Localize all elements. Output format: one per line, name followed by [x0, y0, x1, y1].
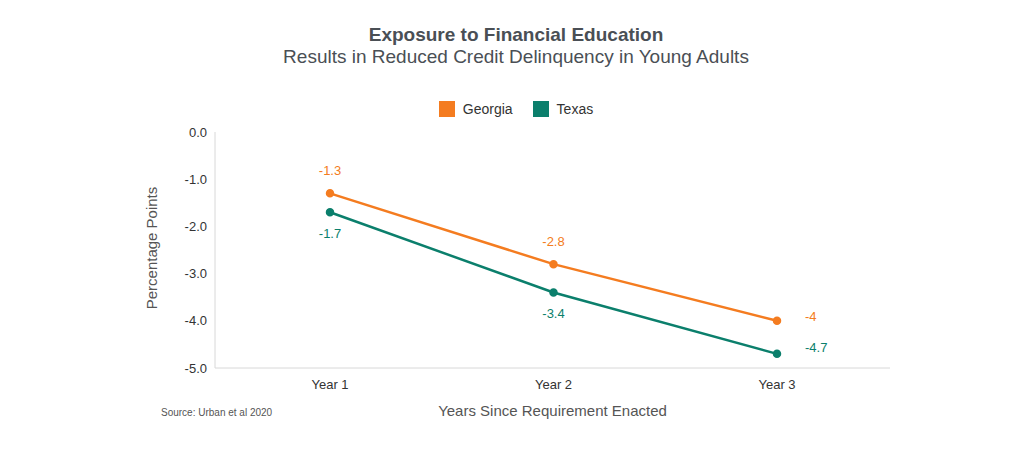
html-text:Texas: Texas: [556, 101, 594, 117]
svg-text:-4.0: -4.0: [185, 313, 207, 328]
svg-text:Year 3: Year 3: [758, 377, 795, 392]
svg-text:0.0: 0.0: [189, 125, 207, 140]
html-text:Exposure to Financial Educatio: Exposure to Financial Education: [368, 24, 664, 45]
svg-text:-1.7: -1.7: [319, 226, 341, 241]
svg-text:-1.0: -1.0: [185, 172, 207, 187]
svg-text:Year 2: Year 2: [535, 377, 572, 392]
html-text:Source: Urban et al 2020: Source: Urban et al 2020: [161, 407, 273, 418]
svg-text:Year 1: Year 1: [311, 377, 348, 392]
svg-text:-1.3: -1.3: [319, 163, 341, 178]
svg-text:-4.7: -4.7: [805, 340, 827, 355]
html-text:Years Since Requirement Enacte: Years Since Requirement Enacted: [438, 402, 667, 419]
html-text:Results in Reduced Credit Deli: Results in Reduced Credit Delinquency in…: [283, 46, 749, 67]
svg-text:-2.0: -2.0: [185, 219, 207, 234]
svg-text:-4: -4: [805, 309, 817, 324]
svg-text:-5.0: -5.0: [185, 361, 207, 376]
svg-text:-3.0: -3.0: [185, 266, 207, 281]
svg-text:-3.4: -3.4: [542, 306, 564, 321]
html-text:Percentage Points: Percentage Points: [143, 186, 160, 310]
svg-text:-2.8: -2.8: [542, 234, 564, 249]
html-text:Georgia: Georgia: [462, 101, 513, 117]
